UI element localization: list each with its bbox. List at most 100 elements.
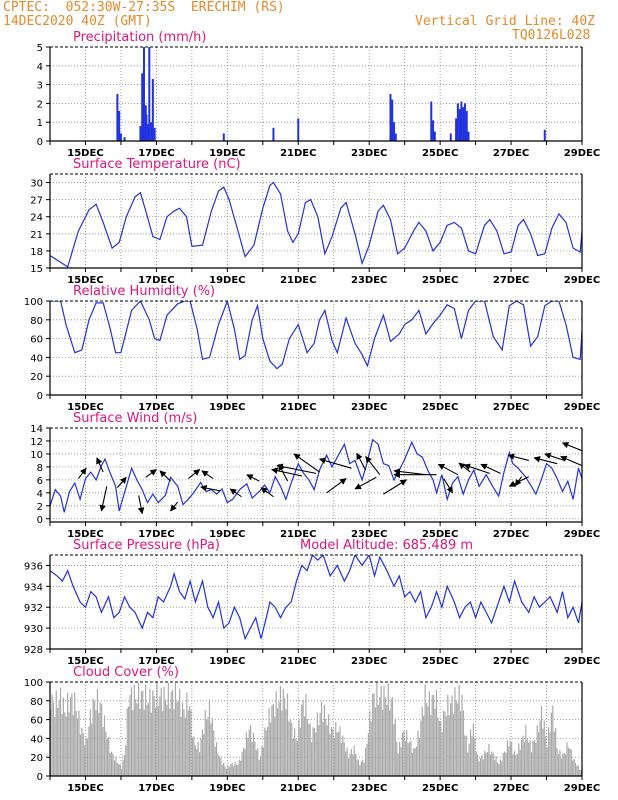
cloud-bar xyxy=(380,685,382,776)
cloud-bar xyxy=(428,691,430,776)
cloud-bar xyxy=(313,728,316,776)
y-tick-label: 2 xyxy=(37,99,43,110)
cloud-bar xyxy=(441,732,443,776)
cloud-bar xyxy=(204,710,206,776)
cloud-bar xyxy=(494,760,496,776)
x-tick-label: 19DEC xyxy=(209,402,245,413)
x-tick-label: 15DEC xyxy=(67,656,103,667)
cloud-bar xyxy=(557,754,560,776)
wind-arrow xyxy=(77,467,87,479)
cloud-bar xyxy=(496,762,499,776)
cloud-bar xyxy=(486,752,489,776)
cloud-bar xyxy=(167,683,169,776)
cloud-bar xyxy=(235,764,238,776)
cloud-bar xyxy=(316,712,318,776)
cloud-bar xyxy=(128,706,130,776)
x-tick-label: 23DEC xyxy=(351,656,387,667)
x-tick-label: 25DEC xyxy=(422,783,458,794)
precip-bar xyxy=(432,120,435,141)
cloud-bar xyxy=(129,695,131,776)
wind-arrow xyxy=(201,470,214,480)
cloud-bar xyxy=(530,752,533,776)
cloud-bar xyxy=(294,728,296,776)
cloud-bar xyxy=(180,716,182,776)
wind-arrow xyxy=(271,467,302,477)
cloud-bar xyxy=(471,736,473,776)
cloud-bar xyxy=(370,721,372,776)
cloud-bar xyxy=(323,704,326,776)
cloud-bar xyxy=(553,731,555,776)
cloud-bar xyxy=(540,705,543,776)
cloud-bar xyxy=(332,728,334,776)
cloud-bar xyxy=(349,753,351,776)
cloud-bar xyxy=(122,760,124,776)
y-tick-label: 100 xyxy=(24,297,43,308)
cloud-bar xyxy=(197,741,199,776)
wind-arrow xyxy=(533,456,558,465)
cloud-bar xyxy=(78,710,80,776)
cloud-bar xyxy=(274,716,276,776)
y-tick-label: 936 xyxy=(24,561,43,572)
cloud-bar xyxy=(179,688,181,776)
precip-bar xyxy=(456,103,459,141)
cloud-bar xyxy=(356,759,358,776)
wind-arrow xyxy=(437,463,459,476)
wind-arrow xyxy=(145,469,157,478)
cloud-bar xyxy=(292,739,294,776)
x-tick-label: 19DEC xyxy=(209,148,245,159)
cloud-bar xyxy=(397,753,399,776)
cloud-bar xyxy=(511,741,513,776)
cloud-bar xyxy=(477,754,479,776)
cloud-bar xyxy=(546,747,548,776)
precip-bar xyxy=(118,110,121,141)
cloud-bar xyxy=(416,746,418,776)
cloud-bar xyxy=(267,726,269,776)
x-tick-label: 23DEC xyxy=(351,148,387,159)
cloud-bar xyxy=(442,710,445,776)
y-tick-label: 932 xyxy=(24,603,43,614)
cloud-bar xyxy=(440,721,442,776)
cloud-bar xyxy=(447,694,449,776)
wind-arrow xyxy=(354,476,377,490)
wind-arrow xyxy=(507,453,529,461)
cloud-bar xyxy=(512,754,514,776)
cloud-bar xyxy=(75,710,77,776)
cloud-bar xyxy=(329,734,331,776)
precip-bar xyxy=(394,133,397,141)
cloud-bar xyxy=(423,715,425,776)
cloud-bar xyxy=(364,748,367,776)
wind-arrow xyxy=(458,462,471,473)
cloud-bar xyxy=(115,756,117,776)
cloud-bar xyxy=(374,707,377,776)
cloud-bar xyxy=(295,739,297,776)
precip-bar xyxy=(460,101,463,141)
cloud-bar xyxy=(264,727,266,776)
cloud-bar xyxy=(173,709,175,776)
cloud-bar xyxy=(513,750,516,776)
cloud-bar xyxy=(454,687,456,776)
wind-arrow xyxy=(293,453,320,473)
cloud-bar xyxy=(85,738,87,776)
cloud-bar xyxy=(210,723,212,776)
cloud-bar xyxy=(140,691,142,776)
cloud-bar xyxy=(481,754,483,776)
cloud-bar xyxy=(162,711,164,776)
cloud-bar xyxy=(518,743,520,776)
cloud-bar xyxy=(157,706,160,776)
y-tick-label: 1 xyxy=(37,118,43,129)
cloud-bar xyxy=(93,701,96,776)
cloud-bar xyxy=(489,754,491,776)
precip-bar xyxy=(467,131,470,141)
cloud-bar xyxy=(570,749,572,776)
cloud-bar xyxy=(318,725,320,776)
cloud-bar xyxy=(149,688,151,776)
x-tick-label: 23DEC xyxy=(351,402,387,413)
cloud-bar xyxy=(261,746,263,776)
cloud-bar xyxy=(333,738,335,776)
cloud-bar xyxy=(92,698,94,776)
cloud-bar xyxy=(108,736,110,776)
cloud-bar xyxy=(406,730,408,776)
station-info: CPTEC: 052:30W-27:35S ERECHIM (RS) xyxy=(3,0,285,15)
y-tick-label: 0 xyxy=(37,391,43,402)
cloud-bar xyxy=(543,720,545,776)
